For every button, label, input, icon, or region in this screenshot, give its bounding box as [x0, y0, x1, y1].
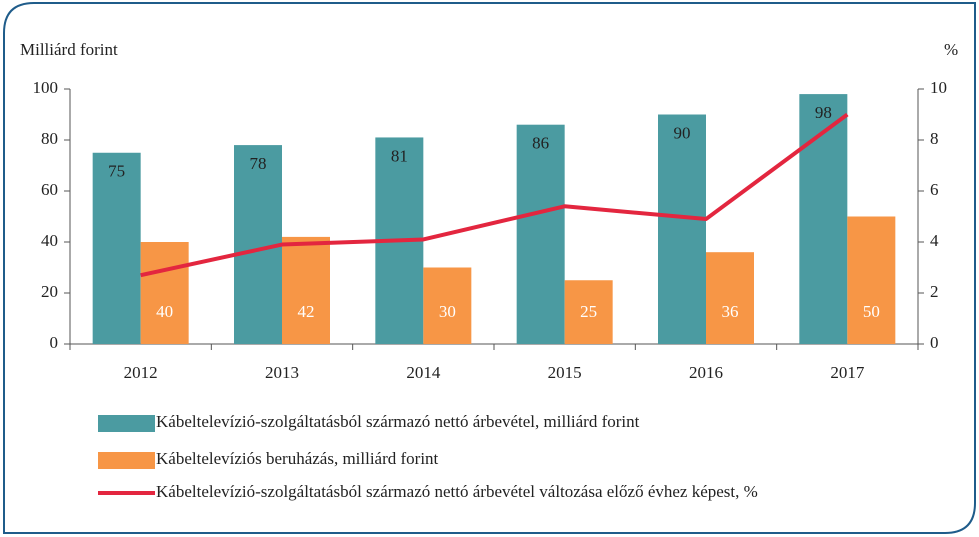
x-tick-label: 2017: [830, 363, 865, 382]
data-label: 30: [439, 302, 456, 321]
y2-tick-label: 2: [930, 282, 939, 301]
x-tick-label: 2013: [265, 363, 299, 382]
x-tick-label: 2012: [124, 363, 158, 382]
bar: [423, 267, 472, 344]
y2-tick-label: 8: [930, 129, 939, 148]
y-tick-label: 60: [41, 180, 58, 199]
y2-axis-label: %: [944, 40, 958, 59]
bar: [799, 94, 848, 344]
y-tick-label: 40: [41, 231, 58, 250]
data-label: 81: [391, 146, 408, 165]
data-label: 86: [532, 134, 549, 153]
y2-tick-label: 10: [930, 78, 947, 97]
y2-tick-label: 0: [930, 333, 939, 352]
y-axis-label: Milliárd forint: [20, 40, 118, 59]
data-label: 50: [863, 302, 880, 321]
bar: [564, 280, 613, 344]
data-label: 98: [815, 103, 832, 122]
bar: [706, 252, 754, 344]
bar: [516, 124, 565, 344]
legend-swatch: [98, 452, 155, 469]
legend-swatch: [98, 415, 155, 432]
x-tick-label: 2014: [406, 363, 441, 382]
data-label: 40: [156, 302, 173, 321]
y-tick-label: 20: [41, 282, 58, 301]
line: [140, 112, 849, 278]
bar: [92, 152, 141, 344]
legend-label: Kábeltelevíziós beruházás, milliárd fori…: [156, 449, 439, 468]
data-label: 78: [250, 154, 267, 173]
y-tick-label: 80: [41, 129, 58, 148]
data-label: 42: [298, 302, 315, 321]
legend-label: Kábeltelevízió-szolgáltatásból származó …: [156, 482, 758, 501]
x-tick-label: 2015: [548, 363, 582, 382]
y2-tick-label: 6: [930, 180, 939, 199]
data-label: 75: [108, 162, 125, 181]
data-label: 36: [722, 302, 739, 321]
x-tick-label: 2016: [689, 363, 723, 382]
y2-tick-label: 4: [930, 231, 939, 250]
y-tick-label: 100: [33, 78, 59, 97]
data-label: 90: [674, 123, 691, 142]
frame: [3, 2, 976, 534]
y-tick-label: 0: [50, 333, 59, 352]
bar: [847, 216, 896, 344]
legend-label: Kábeltelevízió-szolgáltatásból származó …: [156, 412, 640, 431]
bar: [140, 242, 189, 344]
data-label: 25: [580, 302, 597, 321]
bar: [658, 114, 706, 344]
bar: [282, 236, 330, 344]
